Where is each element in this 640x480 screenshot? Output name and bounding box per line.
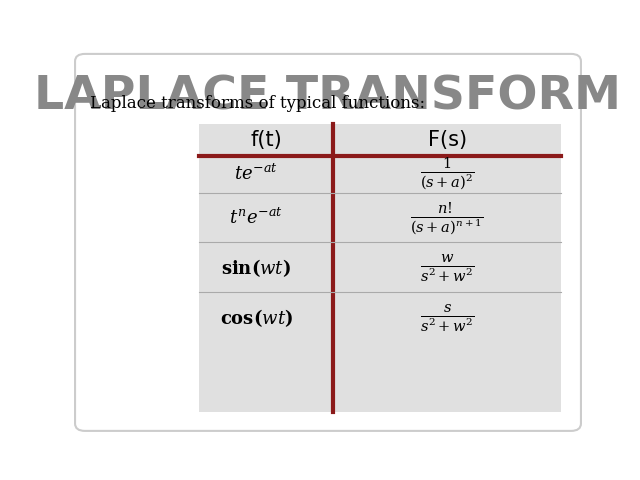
FancyBboxPatch shape — [199, 124, 561, 412]
Text: $\frac{n!}{(s+a)^{n+1}}$: $\frac{n!}{(s+a)^{n+1}}$ — [410, 200, 484, 237]
Text: $\mathbf{sin(}wt\mathbf{)}$: $\mathbf{sin(}wt\mathbf{)}$ — [221, 257, 291, 279]
FancyBboxPatch shape — [75, 54, 581, 431]
Text: $\frac{s}{s^2+w^2}$: $\frac{s}{s^2+w^2}$ — [420, 302, 474, 334]
Text: $\mathbf{cos(}wt\mathbf{)}$: $\mathbf{cos(}wt\mathbf{)}$ — [220, 307, 292, 329]
Text: LAPLACE TRANSFORM: LAPLACE TRANSFORM — [35, 74, 621, 119]
Text: $\frac{1}{(s+a)^2}$: $\frac{1}{(s+a)^2}$ — [420, 156, 474, 192]
Text: $t^n e^{-at}$: $t^n e^{-at}$ — [229, 208, 283, 228]
Text: f(t): f(t) — [250, 130, 282, 150]
Text: F(s): F(s) — [428, 130, 467, 150]
Text: $te^{-at}$: $te^{-at}$ — [234, 164, 278, 184]
Text: Laplace transforms of typical functions:: Laplace transforms of typical functions: — [90, 96, 425, 112]
Text: $\frac{w}{s^2+w^2}$: $\frac{w}{s^2+w^2}$ — [420, 252, 474, 284]
